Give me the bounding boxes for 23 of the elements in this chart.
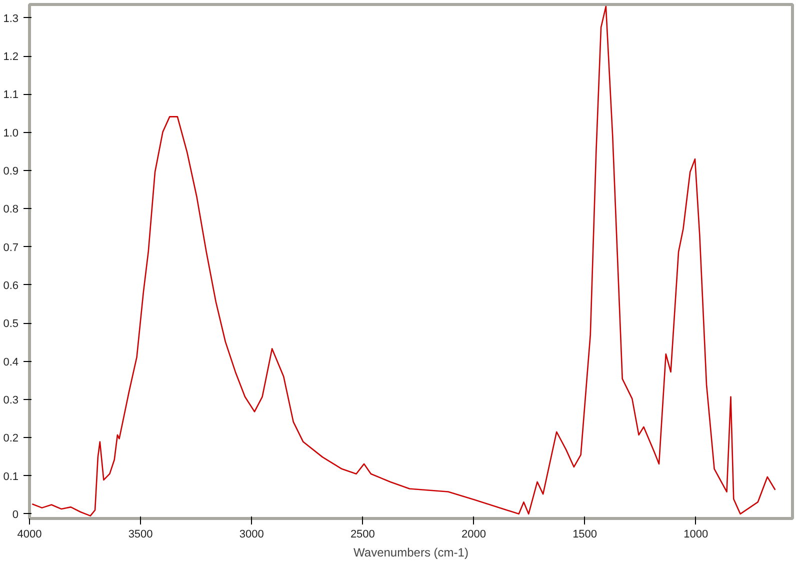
x-tick-label: 2500	[350, 528, 375, 540]
y-tick-label: 0.5	[3, 318, 19, 330]
y-tick-label: 0.4	[3, 356, 19, 368]
y-tick-label: 0.2	[3, 432, 19, 445]
y-tick-label: 0.6	[3, 280, 19, 292]
y-tick-label: 0.1	[3, 470, 19, 483]
y-tick-label: 0.3	[3, 394, 19, 406]
y-tick-label: 0.8	[3, 204, 19, 216]
y-tick-label: 1.3	[3, 12, 19, 25]
x-tick-label: 3000	[239, 528, 264, 540]
y-tick-label: 0	[12, 508, 19, 521]
y-tick-label: 0.7	[3, 242, 19, 254]
x-axis-title: Wavenumbers (cm-1)	[354, 546, 468, 560]
x-tick-label: 3500	[128, 528, 153, 540]
x-tick-label: 1500	[572, 528, 598, 540]
y-tick-label: 1.1	[3, 89, 19, 102]
x-tick-label: 4000	[17, 528, 42, 540]
x-tick-label: 2000	[462, 528, 486, 540]
x-tick-label: 1000	[684, 528, 708, 540]
y-tick-label: 0.9	[3, 165, 19, 178]
y-tick-label: 1.0	[3, 127, 19, 140]
y-tick-label: 1.2	[3, 51, 19, 64]
line-series	[32, 6, 776, 516]
